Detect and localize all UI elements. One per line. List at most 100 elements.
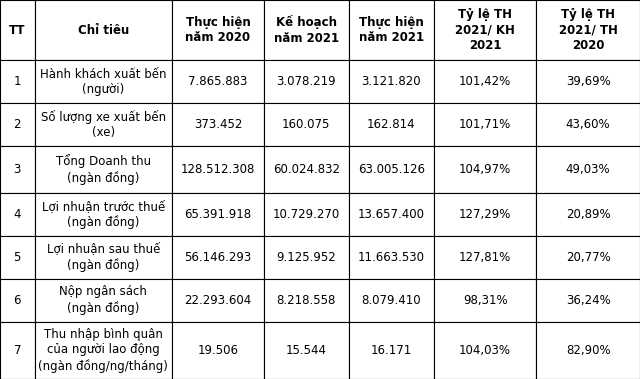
Bar xyxy=(0,321,35,379)
Text: Thực hiện
năm 2020: Thực hiện năm 2020 xyxy=(186,16,250,44)
Bar xyxy=(172,103,264,146)
Bar xyxy=(35,193,172,236)
Text: 20,77%: 20,77% xyxy=(566,251,611,264)
Bar xyxy=(35,236,172,279)
Bar xyxy=(0,0,35,60)
Text: Lợi nhuận sau thuế
(ngàn đồng): Lợi nhuận sau thuế (ngàn đồng) xyxy=(47,243,160,272)
Text: 16.171: 16.171 xyxy=(371,344,412,357)
Bar xyxy=(536,103,640,146)
Bar xyxy=(349,103,434,146)
Bar xyxy=(172,321,264,379)
Bar xyxy=(0,103,35,146)
Bar xyxy=(0,146,35,193)
Text: 104,03%: 104,03% xyxy=(459,344,511,357)
Text: 128.512.308: 128.512.308 xyxy=(180,163,255,176)
Bar xyxy=(35,279,172,321)
Text: 5: 5 xyxy=(13,251,21,264)
Bar xyxy=(434,236,536,279)
Bar xyxy=(349,0,434,60)
Text: 3.078.219: 3.078.219 xyxy=(276,75,336,88)
Bar xyxy=(264,236,349,279)
Bar xyxy=(172,0,264,60)
Bar xyxy=(172,279,264,321)
Text: 56.146.293: 56.146.293 xyxy=(184,251,252,264)
Text: Chỉ tiêu: Chỉ tiêu xyxy=(77,24,129,37)
Bar xyxy=(349,321,434,379)
Bar xyxy=(264,193,349,236)
Text: 7: 7 xyxy=(13,344,21,357)
Text: 160.075: 160.075 xyxy=(282,118,330,131)
Text: Nộp ngân sách
(ngàn đồng): Nộp ngân sách (ngàn đồng) xyxy=(60,285,147,315)
Text: Hành khách xuất bến
(người): Hành khách xuất bến (người) xyxy=(40,67,166,96)
Text: Tổng Doanh thu
(ngàn đồng): Tổng Doanh thu (ngàn đồng) xyxy=(56,154,151,185)
Bar xyxy=(172,146,264,193)
Text: 3.121.820: 3.121.820 xyxy=(362,75,421,88)
Text: 19.506: 19.506 xyxy=(197,344,239,357)
Bar xyxy=(536,236,640,279)
Bar xyxy=(0,236,35,279)
Text: 9.125.952: 9.125.952 xyxy=(276,251,336,264)
Text: 10.729.270: 10.729.270 xyxy=(273,208,340,221)
Bar xyxy=(536,146,640,193)
Text: 22.293.604: 22.293.604 xyxy=(184,294,252,307)
Text: 162.814: 162.814 xyxy=(367,118,415,131)
Bar xyxy=(536,321,640,379)
Text: 8.218.558: 8.218.558 xyxy=(276,294,336,307)
Text: 20,89%: 20,89% xyxy=(566,208,611,221)
Text: 7.865.883: 7.865.883 xyxy=(188,75,248,88)
Bar xyxy=(264,279,349,321)
Bar xyxy=(35,60,172,103)
Text: 127,81%: 127,81% xyxy=(459,251,511,264)
Text: 43,60%: 43,60% xyxy=(566,118,611,131)
Bar xyxy=(434,0,536,60)
Bar xyxy=(349,193,434,236)
Bar xyxy=(434,146,536,193)
Bar xyxy=(0,60,35,103)
Bar xyxy=(35,321,172,379)
Bar xyxy=(536,60,640,103)
Text: 65.391.918: 65.391.918 xyxy=(184,208,252,221)
Text: TT: TT xyxy=(9,24,26,37)
Text: 6: 6 xyxy=(13,294,21,307)
Text: 2: 2 xyxy=(13,118,21,131)
Bar xyxy=(264,103,349,146)
Bar xyxy=(349,146,434,193)
Text: 60.024.832: 60.024.832 xyxy=(273,163,340,176)
Text: 373.452: 373.452 xyxy=(194,118,242,131)
Bar xyxy=(536,193,640,236)
Text: Số lượng xe xuất bến
(xe): Số lượng xe xuất bến (xe) xyxy=(41,110,166,139)
Bar xyxy=(349,279,434,321)
Text: 3: 3 xyxy=(13,163,21,176)
Bar xyxy=(349,60,434,103)
Text: 104,97%: 104,97% xyxy=(459,163,511,176)
Text: 8.079.410: 8.079.410 xyxy=(362,294,421,307)
Text: 39,69%: 39,69% xyxy=(566,75,611,88)
Bar xyxy=(264,0,349,60)
Bar xyxy=(35,0,172,60)
Text: Kế hoạch
năm 2021: Kế hoạch năm 2021 xyxy=(274,16,339,45)
Bar xyxy=(434,321,536,379)
Text: 98,31%: 98,31% xyxy=(463,294,508,307)
Text: 15.544: 15.544 xyxy=(285,344,327,357)
Bar xyxy=(0,279,35,321)
Text: 63.005.126: 63.005.126 xyxy=(358,163,425,176)
Bar xyxy=(536,279,640,321)
Bar xyxy=(172,60,264,103)
Bar xyxy=(434,103,536,146)
Bar xyxy=(35,146,172,193)
Bar xyxy=(0,193,35,236)
Text: Lợi nhuận trước thuế
(ngàn đồng): Lợi nhuận trước thuế (ngàn đồng) xyxy=(42,200,165,229)
Bar xyxy=(172,236,264,279)
Text: Thu nhập bình quân
của người lao động
(ngàn đồng/ng/tháng): Thu nhập bình quân của người lao động (n… xyxy=(38,328,168,373)
Bar xyxy=(264,60,349,103)
Text: Tỷ lệ TH
2021/ KH
2021: Tỷ lệ TH 2021/ KH 2021 xyxy=(455,8,515,52)
Text: 11.663.530: 11.663.530 xyxy=(358,251,425,264)
Text: 1: 1 xyxy=(13,75,21,88)
Bar xyxy=(434,193,536,236)
Bar xyxy=(434,60,536,103)
Text: 49,03%: 49,03% xyxy=(566,163,611,176)
Text: Tỷ lệ TH
2021/ TH
2020: Tỷ lệ TH 2021/ TH 2020 xyxy=(559,8,618,52)
Bar xyxy=(536,0,640,60)
Text: 82,90%: 82,90% xyxy=(566,344,611,357)
Bar xyxy=(35,103,172,146)
